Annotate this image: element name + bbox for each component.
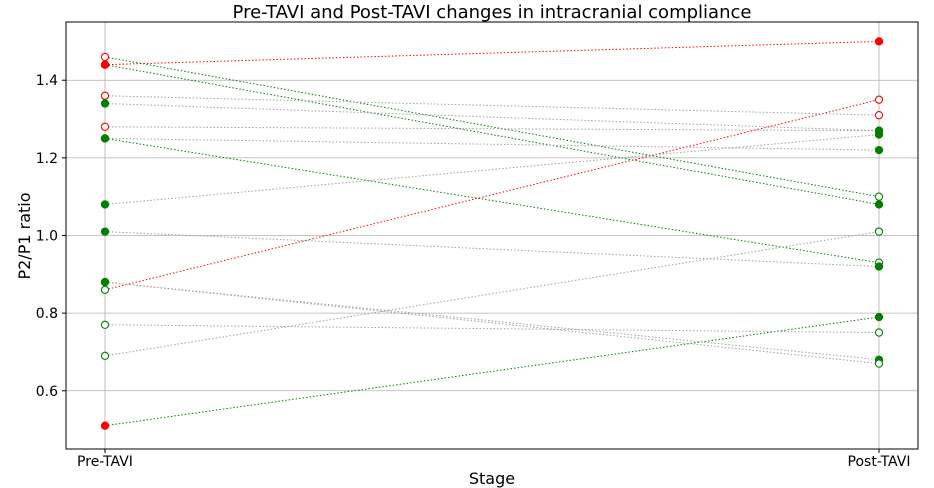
post-tavi-point-7 — [874, 111, 884, 120]
pre-tavi-point-7 — [100, 91, 110, 100]
series-line-8 — [104, 103, 880, 132]
series-line-6 — [104, 316, 880, 427]
y-axis-label: P2/P1 ratio — [15, 192, 34, 279]
x-axis-label: Stage — [469, 469, 515, 488]
series-layer — [100, 37, 884, 430]
y-tick-label: 0.8 — [36, 306, 58, 322]
pre-tavi-point-16 — [100, 351, 110, 360]
y-tick-label: 1.2 — [36, 151, 58, 167]
post-tavi-point-16 — [874, 227, 884, 236]
y-tick-label: 1.0 — [36, 229, 58, 245]
pre-tavi-point-12 — [100, 227, 110, 236]
pre-tavi-point-14 — [100, 277, 110, 287]
series-line-7 — [104, 95, 880, 116]
series-line-16 — [104, 231, 880, 357]
series-line-4 — [104, 64, 880, 205]
y-tick-label: 0.6 — [36, 384, 58, 400]
series-line-14 — [104, 281, 880, 365]
series-line-9 — [104, 126, 880, 132]
pre-tavi-point-6 — [100, 421, 110, 430]
pre-tavi-point-2 — [100, 285, 110, 294]
post-tavi-point-2 — [874, 95, 884, 104]
post-tavi-point-15 — [874, 328, 884, 337]
series-line-13 — [104, 281, 880, 361]
post-tavi-point-6 — [874, 312, 884, 322]
pre-tavi-point-9 — [100, 122, 110, 131]
pre-tavi-point-3 — [100, 52, 110, 62]
series-line-15 — [104, 324, 880, 334]
post-tavi-point-1 — [874, 37, 884, 46]
series-line-3 — [104, 56, 880, 198]
series-line-11 — [104, 134, 880, 205]
x-ticks: Pre-TAVI Post-TAVI — [77, 449, 910, 470]
post-tavi-point-11 — [874, 130, 884, 139]
pre-tavi-point-4 — [100, 60, 110, 69]
pre-tavi-point-15 — [100, 320, 110, 329]
pre-tavi-point-10 — [100, 134, 110, 143]
post-tavi-point-10 — [874, 145, 884, 155]
series-line-10 — [104, 137, 880, 151]
x-tick-label: Post-TAVI — [848, 454, 911, 470]
y-tick-label: 1.4 — [36, 73, 58, 89]
pre-tavi-point-8 — [100, 99, 110, 108]
chart-title: Pre-TAVI and Post-TAVI changes in intrac… — [233, 2, 752, 23]
y-ticks: 0.6 0.8 1.0 1.2 1.4 — [36, 73, 66, 400]
series-line-5 — [104, 137, 880, 264]
x-tick-label: Pre-TAVI — [77, 454, 133, 470]
post-tavi-point-4 — [874, 200, 884, 209]
post-tavi-point-14 — [874, 359, 884, 368]
pre-tavi-point-11 — [100, 200, 110, 209]
post-tavi-point-3 — [874, 192, 884, 201]
series-line-1 — [104, 40, 880, 66]
post-tavi-point-12 — [874, 262, 884, 271]
